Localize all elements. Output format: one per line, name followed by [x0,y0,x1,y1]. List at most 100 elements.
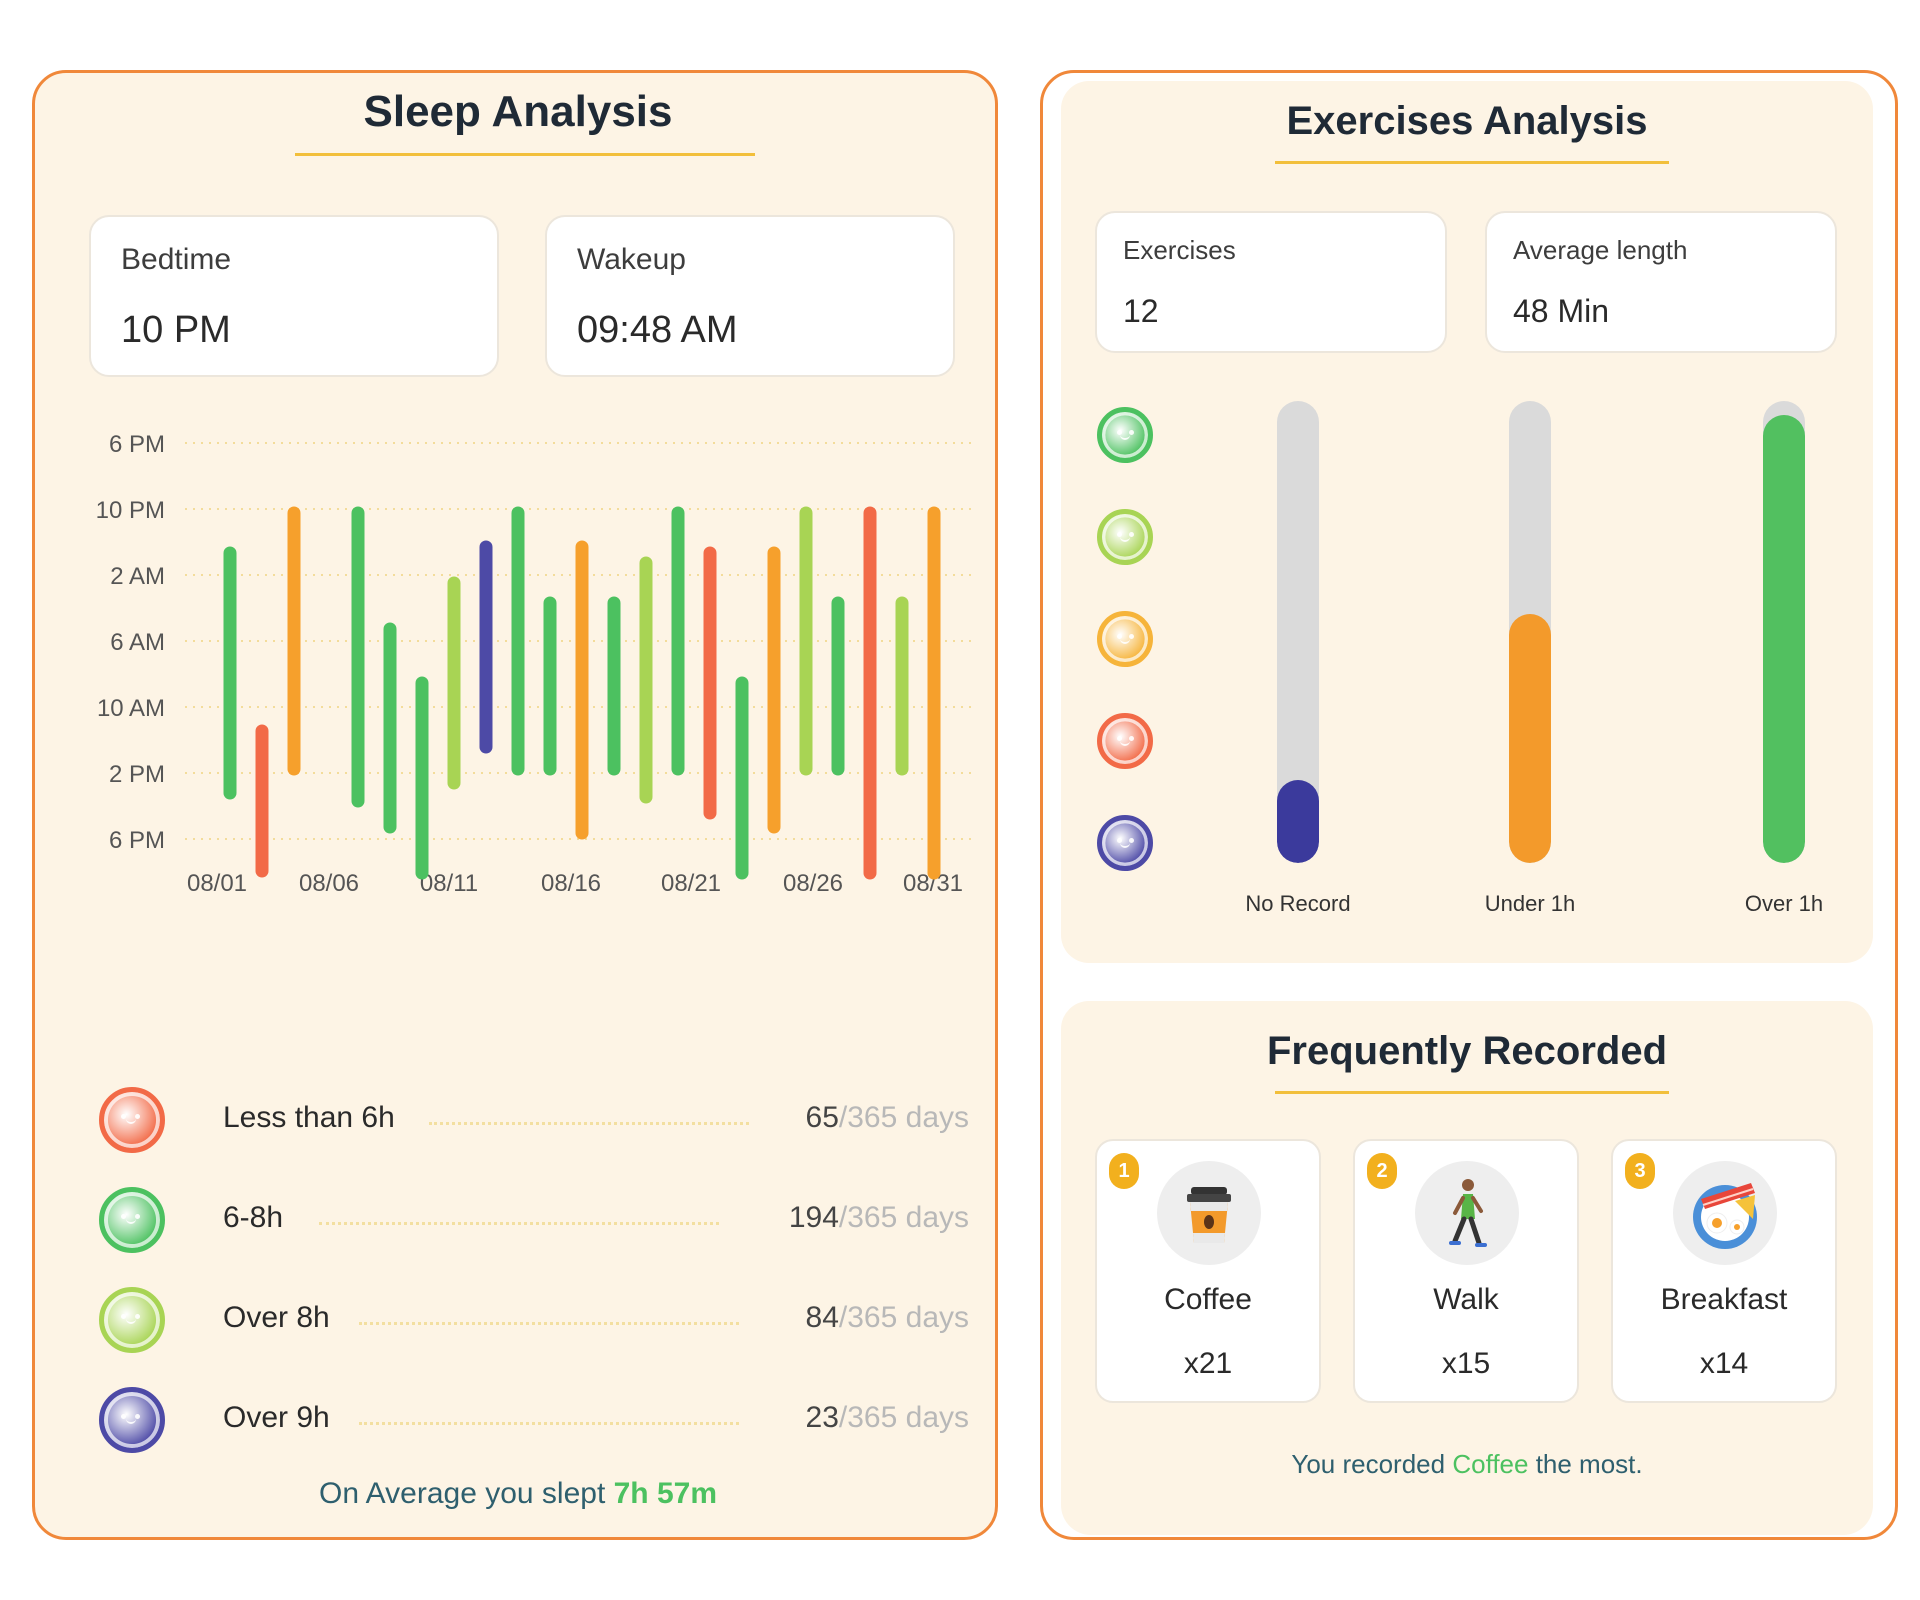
x-tick-label: 08/11 [420,870,478,897]
mood-face-icon [1097,815,1153,871]
x-tick-label: 08/26 [783,870,843,897]
x-tick-label: 08/01 [187,870,247,897]
rank-badge: 2 [1367,1153,1397,1189]
legend-count: 194/365 days [789,1201,969,1235]
legend-count-value: 23 [805,1401,839,1434]
bedtime-value: 10 PM [121,309,231,351]
legend-count-total: /365 days [838,1101,969,1134]
no-record-bar-track [1277,401,1319,863]
legend-dotted-leader [319,1222,719,1225]
legend-count: 23/365 days [806,1401,969,1435]
legend-label: Over 8h [223,1301,330,1334]
wakeup-card: Wakeup 09:48 AM [545,215,955,377]
x-tick-label: 08/16 [541,870,601,897]
legend-row-over-9h: Over 9h 23/365 days [99,1385,969,1455]
sleep-face-icon [99,1387,165,1453]
rank-badge: 1 [1109,1153,1139,1189]
average-sleep-summary: On Average you slept 7h 57m [35,1477,1001,1511]
exercises-analysis-title: Exercises Analysis [1286,99,1648,143]
face-mouth [1120,843,1131,848]
face-eye [135,1113,141,1119]
coffee-cup-icon [1157,1161,1261,1265]
mood-face-icon [1097,407,1153,463]
face-eye [1128,634,1134,640]
face-eye [135,1413,141,1419]
face-mouth [1120,639,1131,644]
legend-count-value: 194 [788,1201,839,1234]
wakeup-label: Wakeup [577,243,686,276]
legend-label: Over 9h [223,1401,330,1434]
sleep-face-icon [99,1087,165,1153]
sleep-face-icon [99,1187,165,1253]
frequent-item-coffee[interactable]: 1 Coffee x21 [1095,1139,1321,1403]
frequent-summary-prefix: You recorded [1291,1449,1453,1479]
face-mouth [1120,741,1131,746]
legend-count-value: 84 [805,1301,839,1334]
legend-dotted-leader [359,1422,739,1425]
breakfast-plate-icon [1673,1161,1777,1265]
frequent-item-name: Walk [1433,1283,1499,1316]
face-eye [135,1313,141,1319]
average-length-card: Average length 48 Min [1485,211,1837,353]
frequently-recorded-title: Frequently Recorded [1266,1029,1668,1073]
frequent-item-breakfast[interactable]: 3 Breakfast x14 [1611,1139,1837,1403]
exercises-count-label: Exercises [1123,235,1236,265]
no-record-bar-fill [1277,780,1319,863]
exercises-analysis-section: Exercises Analysis Exercises 12 Average … [1061,81,1873,963]
exercises-count-value: 12 [1123,293,1159,329]
legend-row-less-than-6h: Less than 6h 65/365 days [99,1085,969,1155]
under-1h-bar-fill [1509,614,1551,863]
average-sleep-value: 7h 57m [613,1477,718,1510]
mood-face-icon [1097,611,1153,667]
face-mouth [125,1119,136,1125]
exercises-frequent-panel: Exercises Analysis Exercises 12 Average … [1040,70,1898,1540]
legend-label: 6-8h [223,1201,284,1234]
y-tick-label: 2 PM [109,761,165,788]
face-eye [121,1213,127,1219]
frequent-item-walk[interactable]: 2 Walk x15 [1353,1139,1579,1403]
over-1h-bar-fill [1763,415,1805,863]
face-eye [1128,838,1134,844]
sleep-analysis-title: Sleep Analysis [363,87,673,136]
frequent-summary-suffix: the most. [1528,1449,1643,1479]
face-eye [121,1113,127,1119]
face-eye [1128,736,1134,742]
legend-row-over-8h: Over 8h 84/365 days [99,1285,969,1355]
sleep-chart: 6 PM 10 PM 2 AM 6 AM 10 AM 2 PM 6 PM 08/01 08/06… [96,431,971,897]
legend-dotted-leader [359,1322,739,1325]
face-eye [1116,532,1122,538]
exercises-title-underline [1275,161,1669,164]
frequent-summary: You recorded Coffee the most. [1061,1449,1873,1480]
sleep-title-underline [295,153,755,156]
face-eye [1116,736,1122,742]
y-tick-label: 10 PM [96,497,165,524]
face-eye [1128,532,1134,538]
over-1h-bar-track [1763,401,1805,863]
sleep-face-icon [99,1287,165,1353]
face-mouth [1120,537,1131,542]
average-length-label: Average length [1513,235,1688,265]
frequent-summary-highlight: Coffee [1452,1449,1529,1479]
frequent-title-underline [1275,1091,1669,1094]
y-tick-label: 6 PM [109,431,165,458]
legend-count-total: /365 days [838,1401,969,1434]
face-mouth [125,1319,136,1325]
sleep-analysis-panel: Sleep Analysis Bedtime 10 PM Wakeup 09:4… [32,70,998,1540]
face-eye [1116,430,1122,436]
x-tick-label: 08/21 [661,870,721,897]
face-mouth [125,1219,136,1225]
legend-count-total: /365 days [838,1301,969,1334]
average-length-value: 48 Min [1513,293,1610,329]
face-eye [1128,430,1134,436]
y-tick-label: 6 AM [110,629,165,656]
frequent-item-name: Coffee [1164,1283,1252,1316]
bedtime-label: Bedtime [121,243,232,276]
exercises-count-card: Exercises 12 [1095,211,1447,353]
legend-label: Less than 6h [223,1101,395,1134]
frequent-item-count: x15 [1441,1347,1491,1380]
rank-badge: 3 [1625,1153,1655,1189]
under-1h-bar-label: Under 1h [1484,891,1576,916]
x-tick-label: 08/06 [299,870,359,897]
mood-face-icon [1097,713,1153,769]
walking-person-icon [1415,1161,1519,1265]
